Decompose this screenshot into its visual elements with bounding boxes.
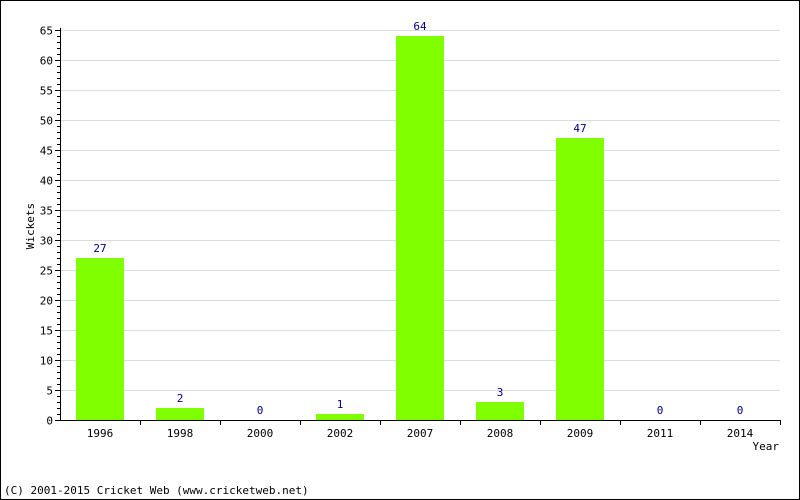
y-tick-label: 10 [40, 355, 53, 368]
bar-1996 [76, 258, 124, 420]
value-label: 3 [497, 386, 504, 399]
y-tick-label: 50 [40, 115, 53, 128]
x-tick-label: 2002 [327, 427, 354, 440]
x-tick-label: 2011 [647, 427, 674, 440]
x-tick-label: 2009 [567, 427, 594, 440]
y-tick-label: 0 [46, 415, 53, 428]
y-tick-label: 25 [40, 265, 53, 278]
bars [76, 36, 604, 420]
y-tick-label: 45 [40, 145, 53, 158]
value-label: 27 [93, 242, 106, 255]
bar-2008 [476, 402, 524, 420]
y-axis-label: Wickets [24, 203, 37, 249]
bar-2009 [556, 138, 604, 420]
y-tick-label: 60 [40, 55, 53, 68]
bar-2007 [396, 36, 444, 420]
value-label: 47 [573, 122, 586, 135]
axes [55, 28, 781, 425]
value-labels: 27 2 0 1 64 3 47 0 0 [93, 20, 743, 417]
value-label: 0 [657, 404, 664, 417]
y-tick-label: 15 [40, 325, 53, 338]
value-label: 2 [177, 392, 184, 405]
x-tick-labels: 1996 1998 2000 2002 2007 2008 2009 2011 2014 [87, 427, 754, 440]
x-tick-label: 1998 [167, 427, 194, 440]
x-axis-label: Year [753, 440, 780, 453]
bar-2002 [316, 414, 364, 420]
value-label: 0 [257, 404, 264, 417]
y-tick-label: 35 [40, 205, 53, 218]
y-tick-label: 5 [46, 385, 53, 398]
bar-1998 [156, 408, 204, 420]
copyright-text: (C) 2001-2015 Cricket Web (www.cricketwe… [4, 484, 309, 497]
y-tick-label: 20 [40, 295, 53, 308]
x-tick-label: 2000 [247, 427, 274, 440]
y-tick-label: 65 [40, 25, 53, 38]
y-tick-labels: 0 5 10 15 20 25 30 35 40 45 50 55 60 65 [40, 25, 53, 428]
value-label: 64 [413, 20, 427, 33]
y-tick-label: 40 [40, 175, 53, 188]
x-tick-label: 1996 [87, 427, 114, 440]
x-tick-label: 2014 [727, 427, 754, 440]
y-tick-label: 30 [40, 235, 53, 248]
x-tick-label: 2008 [487, 427, 514, 440]
value-label: 1 [337, 398, 344, 411]
value-label: 0 [737, 404, 744, 417]
x-tick-label: 2007 [407, 427, 434, 440]
y-tick-label: 55 [40, 85, 53, 98]
